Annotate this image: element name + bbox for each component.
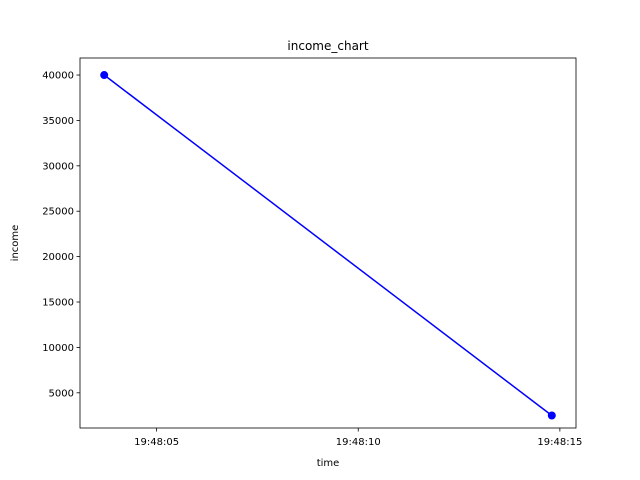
x-tick-label: 19:48:10 bbox=[336, 437, 381, 448]
plot-frame bbox=[79, 57, 577, 429]
data-point bbox=[100, 71, 109, 80]
y-axis-title: income bbox=[10, 225, 21, 262]
y-axis-ticks: 5000 10000 15000 20000 25000 30000 35000 40000 bbox=[42, 71, 80, 399]
y-tick-label: 25000 bbox=[42, 207, 74, 218]
chart-title: income_chart bbox=[287, 39, 368, 53]
y-tick-label: 40000 bbox=[42, 71, 74, 82]
series-layer bbox=[100, 71, 556, 420]
y-tick-label: 35000 bbox=[42, 116, 74, 127]
x-axis-title: time bbox=[317, 458, 340, 469]
x-tick-label: 19:48:05 bbox=[134, 437, 179, 448]
y-tick-label: 15000 bbox=[42, 298, 74, 309]
x-axis-ticks: 19:48:05 19:48:10 19:48:15 bbox=[134, 428, 582, 448]
y-tick-label: 10000 bbox=[42, 343, 74, 354]
y-tick-label: 30000 bbox=[42, 161, 74, 172]
y-tick-label: 5000 bbox=[49, 388, 74, 399]
x-tick-label: 19:48:15 bbox=[537, 437, 582, 448]
y-tick-label: 20000 bbox=[42, 252, 74, 263]
series-line bbox=[103, 74, 553, 417]
data-point bbox=[547, 411, 556, 420]
